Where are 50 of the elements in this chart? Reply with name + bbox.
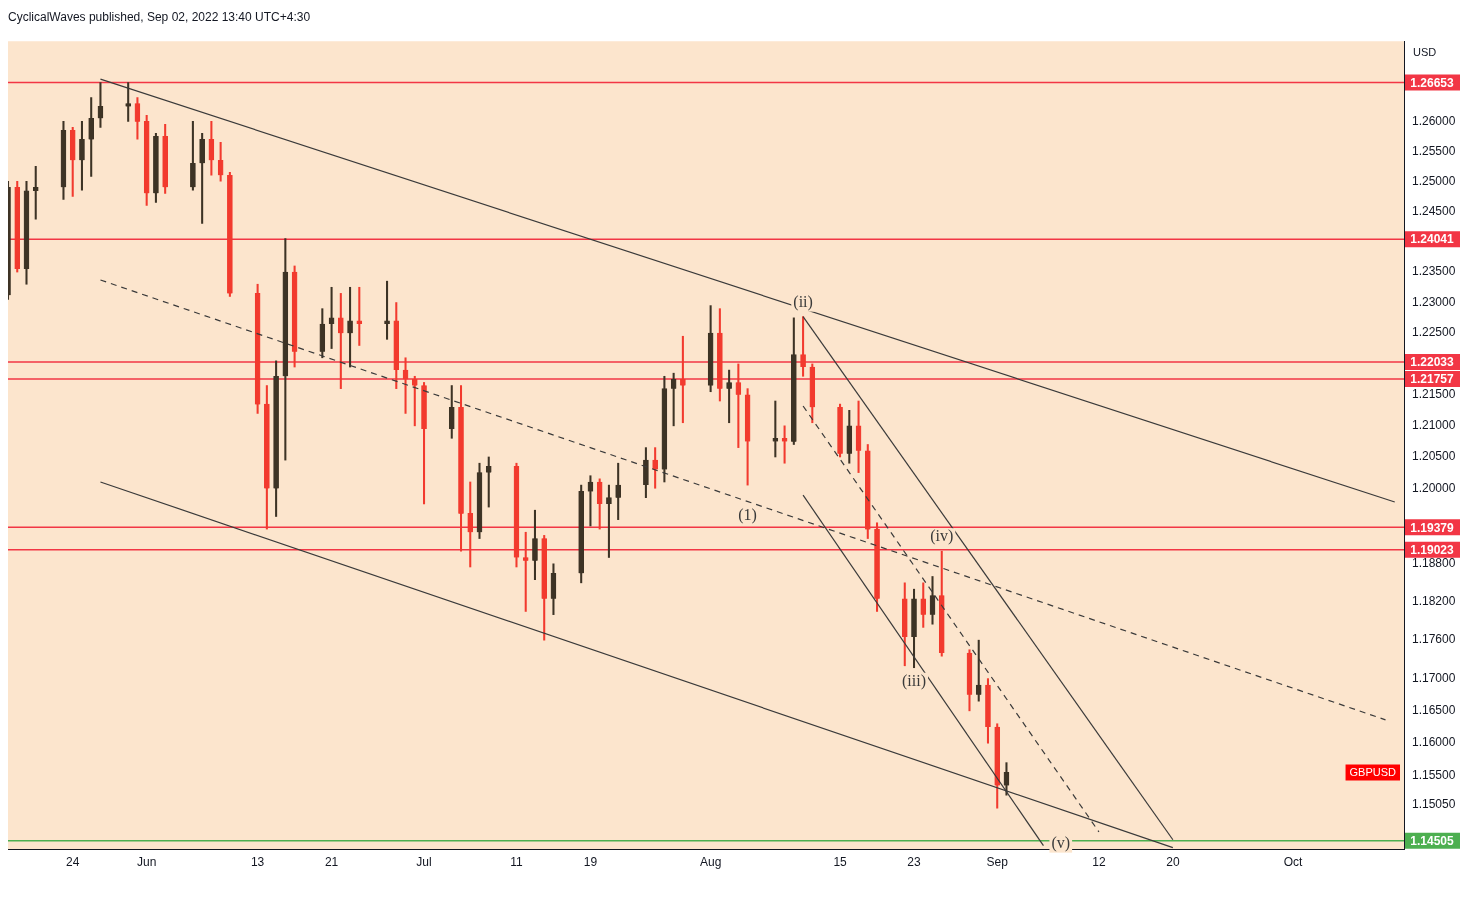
annotation: (iii) (902, 671, 927, 690)
annotation: (v) (1051, 833, 1071, 852)
y-tick-label: 1.24500 (1412, 203, 1456, 218)
x-tick-label: 23 (907, 855, 922, 870)
x-tick-label: Sep (986, 855, 1009, 870)
y-tick-label: 1.25000 (1412, 173, 1456, 188)
x-tick-label: 24 (66, 855, 80, 870)
chart-title: CyclicalWaves published, Sep 02, 2022 13:40 UTC+4:30 (8, 9, 312, 26)
y-tick-label: 1.17600 (1412, 632, 1456, 647)
y-tick-label: 1.16000 (1412, 735, 1456, 750)
candlestick (356, 286, 363, 346)
annotation: (1) (738, 506, 757, 525)
y-tick-label: 1.21500 (1412, 387, 1456, 402)
y-tick-label: 1.25500 (1412, 143, 1456, 158)
ref-line-label: 1.19379 (1410, 520, 1455, 535)
y-tick-label: 1.17000 (1412, 670, 1456, 685)
y-tick-label: 1.15050 (1412, 797, 1456, 812)
y-tick-label: 1.23500 (1412, 264, 1456, 279)
x-tick-label: Aug (699, 855, 722, 870)
annotation: (ii) (793, 292, 813, 311)
x-tick-label: 12 (1092, 855, 1106, 870)
y-tick-label: 1.20500 (1412, 449, 1456, 464)
x-tick-label: Oct (1283, 855, 1304, 870)
y-tick-label: 1.18200 (1412, 594, 1456, 609)
x-tick-label: 20 (1166, 855, 1180, 870)
ref-line-label: 1.26653 (1410, 75, 1455, 90)
candlestick (384, 280, 390, 340)
y-tick-label: 1.18800 (1412, 556, 1456, 571)
x-tick-label: 15 (833, 855, 848, 870)
annotation: (iv) (930, 527, 954, 546)
y-tick-label: 1.23000 (1412, 294, 1456, 309)
ref-line-label: 1.21757 (1410, 372, 1455, 387)
x-tick-label: 11 (510, 855, 524, 870)
ref-line-label: 1.22033 (1410, 355, 1455, 370)
annotation: GBPUSD (1349, 766, 1397, 779)
x-tick-label: 19 (583, 855, 598, 870)
x-tick-label: 21 (324, 855, 339, 870)
y-tick-label: 1.20000 (1412, 480, 1456, 495)
y-axis-title: USD (1413, 46, 1437, 59)
x-tick-label: Jul (416, 855, 432, 870)
x-tick-label: Jun (137, 855, 157, 870)
y-tick-label: 1.16500 (1412, 703, 1456, 718)
y-tick-label: 1.26000 (1412, 113, 1456, 128)
y-tick-label: 1.21000 (1412, 418, 1456, 433)
ref-line-label: 1.19023 (1410, 543, 1455, 558)
ref-line-label: 1.24041 (1410, 232, 1455, 247)
y-tick-label: 1.22500 (1412, 325, 1456, 340)
y-tick-label: 1.15500 (1412, 767, 1456, 782)
x-tick-label: 13 (250, 855, 265, 870)
ref-line-label: 1.14505 (1410, 834, 1455, 849)
